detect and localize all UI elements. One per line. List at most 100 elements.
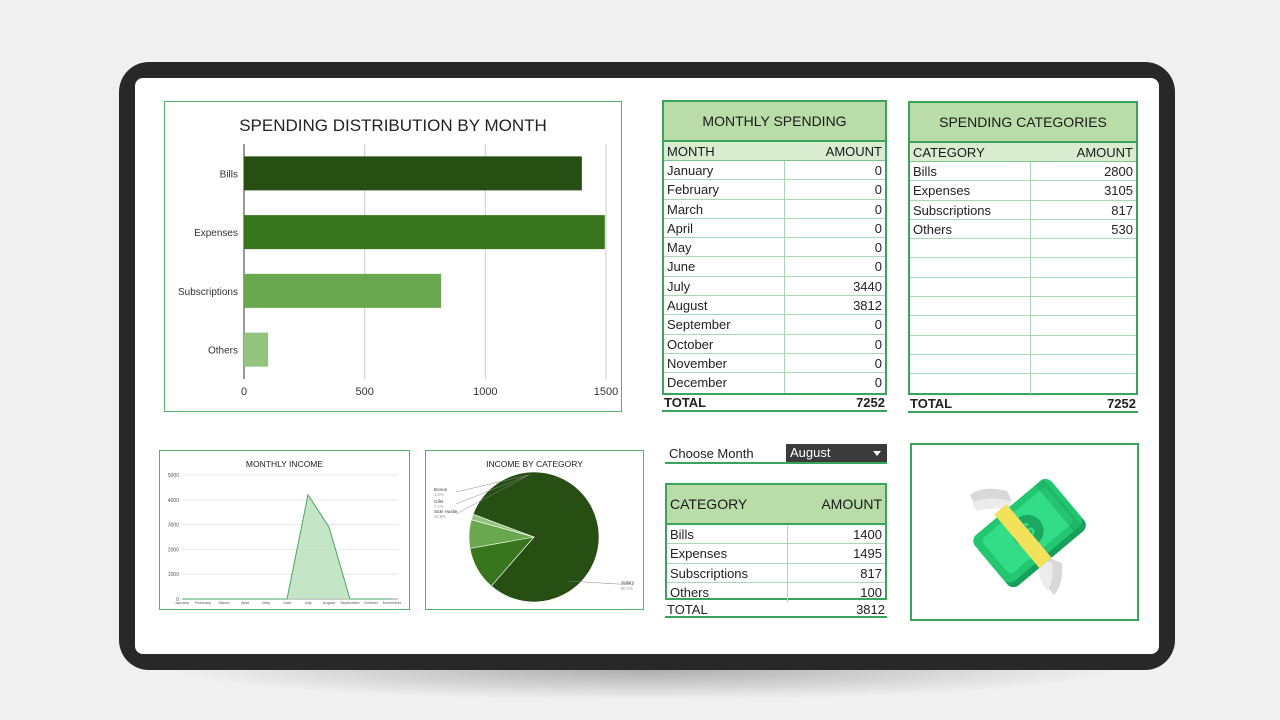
table-header: CATEGORY AMOUNT [910,143,1136,162]
spending-categories-total: TOTAL 7252 [908,395,1138,413]
spending-distribution-chart: SPENDING DISTRIBUTION BY MONTH 0 500 1000 1… [164,101,622,412]
row-label: Others [910,219,1031,239]
bar [244,156,582,191]
table-row: August 3812 [664,296,885,316]
tick-label: 0 [241,386,247,398]
row-label: July [664,276,785,296]
row-label: March [664,199,785,218]
monthly-spending-table: MONTHLY SPENDING MONTH AMOUNT January 0 Fe… [662,100,887,395]
row-label: Bills [667,525,788,544]
table-row: Others 530 [910,219,1136,240]
row-value: 530 [1111,221,1133,237]
tick-label: 1000 [168,572,179,578]
row-value: 2800 [1104,164,1133,179]
table-row [910,258,1136,278]
table-row: May 0 [664,238,885,258]
row-value: 3812 [853,298,882,314]
table-row: Bills 2800 [910,162,1136,182]
month-label: May [262,600,270,605]
row-label: Bills [910,162,1031,181]
pie-slice [470,513,535,538]
table-row [910,354,1136,375]
slice-label: Salary [621,580,635,585]
month-selector-label: Choose Month [669,446,754,461]
chart-title: SPENDING DISTRIBUTION BY MONTH [239,116,547,135]
series-line [182,493,392,600]
area-fill [182,494,392,599]
slice-percent: 7.1% [434,504,444,509]
bar [244,273,442,308]
table-row: November 0 [664,353,885,374]
row-value: 3440 [853,278,882,294]
tick-label: 1000 [473,386,497,398]
table-row: October 0 [664,334,885,354]
bar [244,332,269,367]
row-label: Others [667,582,788,603]
category-label: Expenses [194,228,238,239]
row-value: 0 [874,201,882,217]
row-label: February [664,180,785,199]
table-row: September 0 [664,315,885,335]
table-row: January 0 [664,161,885,181]
leader-line [568,580,635,586]
month-dropdown-value: August [790,445,831,460]
total-label: TOTAL [910,396,953,411]
table-row: Bills 1400 [667,525,885,545]
row-value: 0 [874,259,882,275]
month-label: October [364,600,379,605]
row-label: Subscriptions [910,200,1031,219]
row-value: 0 [874,355,882,371]
row-label: Expenses [910,181,1031,200]
chart-title: MONTHLY INCOME [245,459,324,469]
total-value: 7252 [856,395,885,410]
table-row: February 0 [664,180,885,200]
row-label: August [664,296,785,315]
row-value: 100 [860,584,882,600]
month-selector: Choose Month August [665,444,887,464]
month-dropdown[interactable]: August [786,444,887,462]
leader-line [455,474,530,493]
category-label: Others [208,346,238,357]
row-value: 817 [860,565,882,581]
flying-money-icon: $ [970,478,1086,595]
table-row: Subscriptions 817 [910,200,1136,220]
row-label: June [664,257,785,276]
table-row: March 0 [664,199,885,219]
column-header: AMOUNT [1076,145,1133,160]
table-row: Expenses 3105 [910,181,1136,201]
income-by-category-chart: INCOME BY CATEGORY Bonus 1.4% Gifts 7.1% Sid… [425,450,644,610]
month-label: June [283,600,292,605]
row-value: 0 [874,317,882,333]
table-row [910,277,1136,298]
slice-percent: 10.8% [434,514,446,519]
table-row: December 0 [664,373,885,393]
table-row [910,374,1136,394]
chevron-down-icon[interactable] [873,451,881,456]
bar-chart-plot: 0 500 1000 1500 Bills Expenses Subscriptions Ot… [178,144,618,398]
tick-label: 5000 [168,473,179,479]
income-line-plot: 0 1000 2000 3000 4000 5000 January February Marc… [168,473,402,605]
month-label: February [195,600,211,605]
row-value: 1495 [853,546,882,562]
table-header: CATEGORY AMOUNT [667,485,885,525]
table-title: MONTHLY SPENDING [664,102,885,142]
month-breakdown-total: TOTAL 3812 [665,600,887,618]
row-label: September [664,315,785,334]
row-value: 817 [1111,202,1133,218]
bar [244,215,605,250]
row-value: 0 [874,240,882,256]
row-label: January [664,161,785,180]
month-label: September [340,600,360,605]
row-label: May [664,238,785,257]
row-label: April [664,218,785,238]
table-title: SPENDING CATEGORIES [910,103,1136,143]
category-label: Subscriptions [178,287,238,298]
row-value: 0 [874,163,882,178]
column-header: MONTH [667,144,715,159]
slice-label: Gifts [434,499,444,504]
slice-label: Bonus [434,487,448,492]
column-header: CATEGORY [670,496,748,512]
month-breakdown-table: CATEGORY AMOUNT Bills 1400 Expenses 1495 Sub… [665,483,887,603]
month-label: April [241,600,249,605]
month-label: August [323,600,336,605]
